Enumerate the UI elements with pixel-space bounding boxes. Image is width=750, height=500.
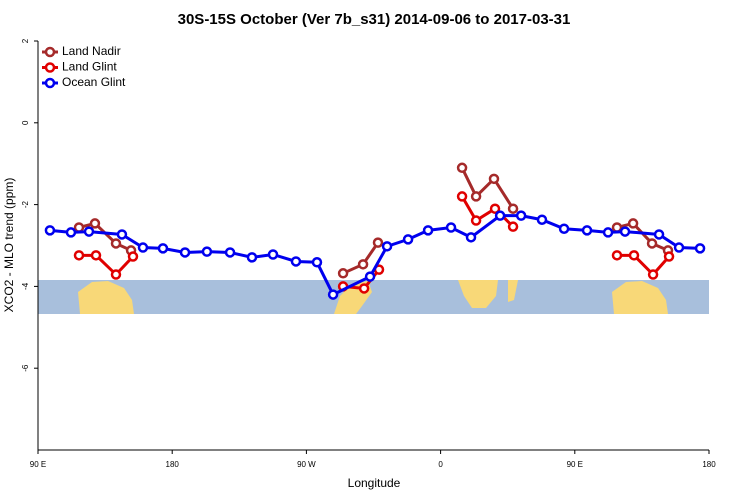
land <box>78 281 134 314</box>
point <box>179 247 191 258</box>
legend-label: Ocean Glint <box>62 75 126 89</box>
chart-title: 30S-15S October (Ver 7b_s31) 2014-09-06 … <box>178 11 571 28</box>
point <box>611 222 623 233</box>
point <box>465 232 477 243</box>
point <box>611 250 623 261</box>
point <box>402 234 414 245</box>
point <box>445 222 457 233</box>
point <box>110 269 122 280</box>
y-tick-label: 0 <box>21 120 30 125</box>
x-tick-label: 180 <box>166 460 180 469</box>
point <box>116 229 128 240</box>
y-tick-label: -2 <box>21 200 30 208</box>
legend-label: Land Nadir <box>62 44 121 58</box>
point <box>358 283 370 294</box>
point <box>381 241 393 252</box>
point <box>663 251 675 262</box>
x-axis-label: Longitude <box>348 476 401 490</box>
legend-marker <box>44 77 56 89</box>
legend-marker <box>44 62 56 73</box>
point <box>137 242 149 253</box>
point <box>558 223 570 234</box>
point <box>470 191 482 202</box>
map-band <box>38 280 709 314</box>
y-axis-label: XCO2 - MLO trend (ppm) <box>2 178 16 313</box>
point <box>246 252 258 263</box>
x-tick-label: 180 <box>702 460 716 469</box>
point <box>372 237 384 248</box>
point <box>327 289 339 300</box>
point <box>267 249 279 260</box>
point <box>627 218 639 229</box>
point <box>357 259 369 270</box>
point <box>127 251 139 262</box>
point <box>290 256 302 267</box>
point <box>157 243 169 254</box>
point <box>647 269 659 280</box>
point <box>470 215 482 226</box>
series-line <box>78 167 669 275</box>
point <box>89 218 101 229</box>
point <box>507 221 519 232</box>
legend-marker <box>44 46 56 58</box>
point <box>619 226 631 237</box>
point <box>515 210 527 221</box>
y-tick-label: 2 <box>21 38 30 43</box>
point <box>581 225 593 236</box>
x-tick-label: 90 W <box>297 460 316 469</box>
point <box>536 214 548 225</box>
point <box>456 162 468 174</box>
point <box>489 203 501 214</box>
land <box>612 281 668 314</box>
point <box>507 203 519 214</box>
point <box>456 191 468 202</box>
legend-label: Land Glint <box>62 60 117 74</box>
point <box>73 250 85 261</box>
land <box>458 280 498 308</box>
point <box>364 271 376 282</box>
point <box>311 257 323 268</box>
x-tick-label: 90 E <box>30 460 46 469</box>
point <box>224 247 236 258</box>
point <box>201 246 213 257</box>
point <box>65 227 77 238</box>
x-tick-label: 0 <box>438 460 443 469</box>
point <box>694 243 706 254</box>
point <box>337 268 349 279</box>
point <box>653 229 665 240</box>
point <box>488 173 500 185</box>
x-tick-label: 90 E <box>567 460 583 469</box>
point <box>90 250 102 261</box>
point <box>73 222 85 233</box>
point <box>44 225 56 236</box>
point <box>646 238 658 249</box>
point <box>602 227 614 238</box>
point <box>673 242 685 253</box>
point <box>83 226 95 237</box>
ocean <box>38 280 709 314</box>
point <box>422 225 434 236</box>
land <box>508 280 518 302</box>
y-tick-label: -4 <box>21 282 30 290</box>
point <box>110 238 122 249</box>
point <box>628 250 640 261</box>
point <box>494 210 506 221</box>
y-tick-label: -6 <box>21 364 30 372</box>
